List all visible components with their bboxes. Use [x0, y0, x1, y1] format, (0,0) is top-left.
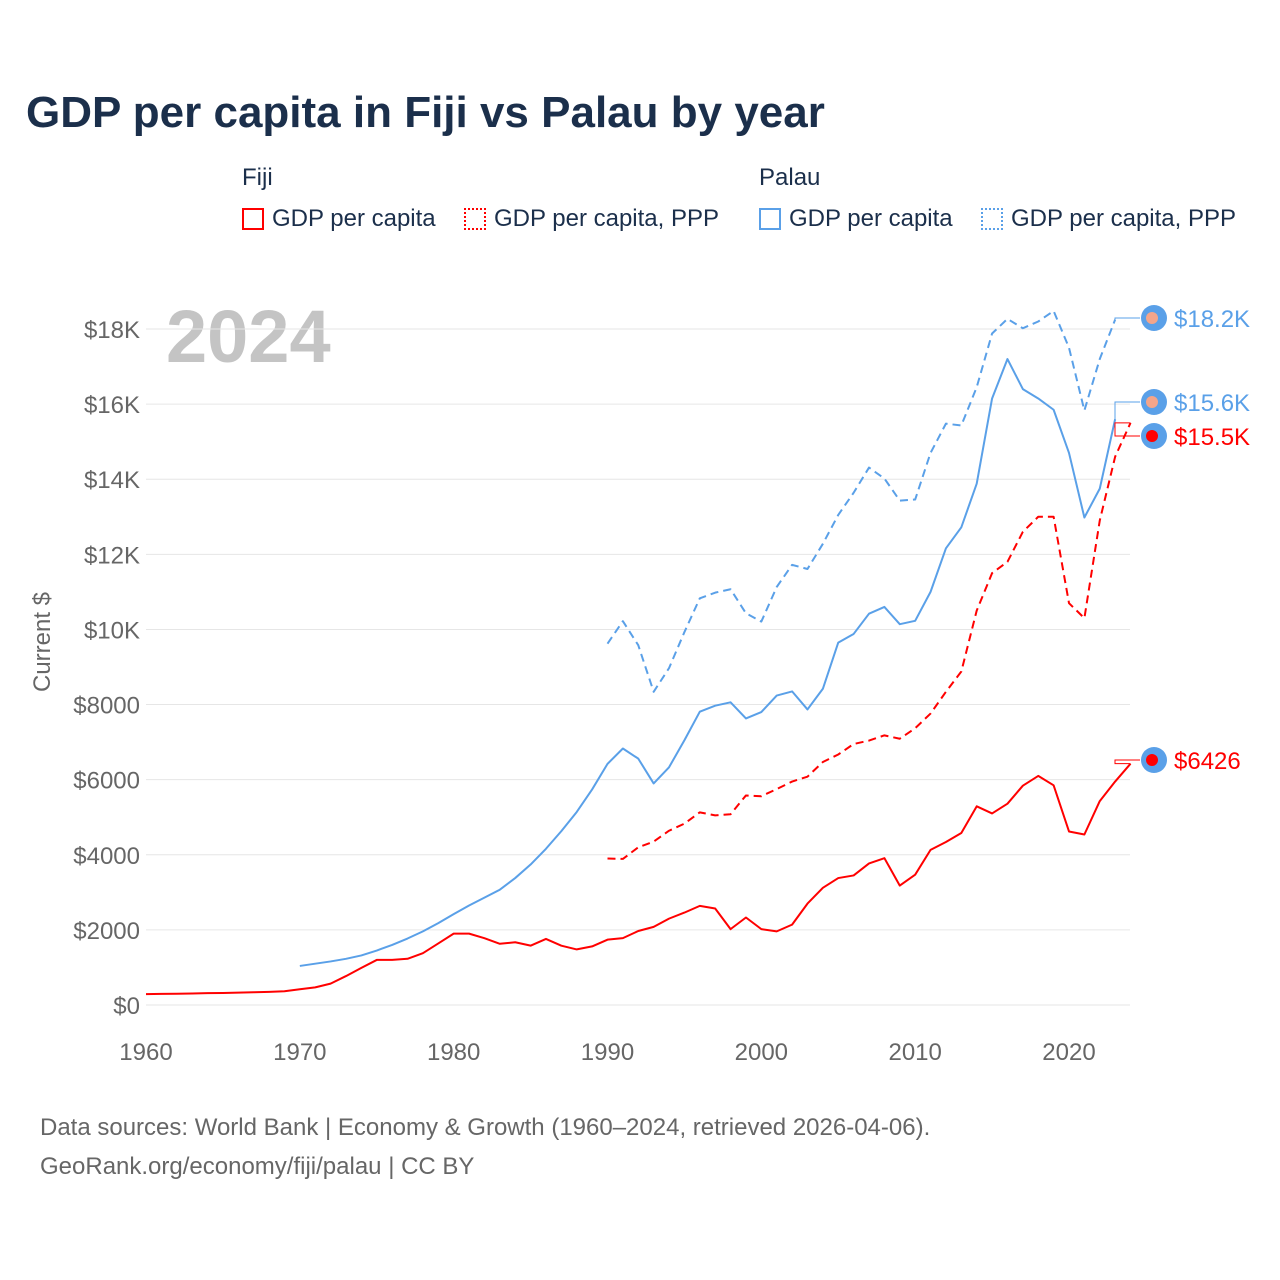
x-tick-label: 2020 [1042, 1039, 1095, 1066]
legend-label: GDP per capita [272, 205, 436, 232]
series-line-fiji-gdp-per-capita-ppp [607, 422, 1132, 860]
chart-title: GDP per capita in Fiji vs Palau by year [26, 88, 825, 137]
y-tick-label: $12K [84, 542, 140, 569]
legend-fiji-gdp[interactable]: GDP per capita [242, 205, 436, 233]
y-tick-label: $0 [113, 993, 140, 1020]
year-watermark: 2024 [166, 295, 331, 378]
x-tick-label: 1960 [119, 1039, 172, 1066]
x-tick-label: 2000 [735, 1039, 788, 1066]
source-note: Data sources: World Bank | Economy & Gro… [40, 1108, 930, 1186]
series-line-fiji-gdp-per-capita [145, 763, 1132, 996]
y-tick-label: $14K [84, 467, 140, 494]
end-value-label: $15.5K [1174, 424, 1250, 451]
y-tick-label: $6000 [73, 768, 140, 795]
series-line-palau-gdp-per-capita-ppp [606, 309, 1117, 693]
x-tick-label: 1990 [581, 1039, 634, 1066]
y-tick-label: $4000 [73, 843, 140, 870]
x-tick-label: 1980 [427, 1039, 480, 1066]
source-line-2[interactable]: GeoRank.org/economy/fiji/palau | CC BY [40, 1153, 475, 1180]
end-value-label: $15.6K [1174, 390, 1250, 417]
source-line-1: Data sources: World Bank | Economy & Gro… [40, 1114, 931, 1141]
end-marker-dot [1146, 430, 1158, 442]
y-axis-label: Current $ [29, 592, 56, 692]
legend-fiji-gdp-ppp[interactable]: GDP per capita, PPP [464, 205, 719, 233]
legend-swatch-dotted-red [464, 208, 486, 230]
y-tick-label: $16K [84, 392, 140, 419]
x-tick-label: 1970 [273, 1039, 326, 1066]
legend-group-palau: Palau [759, 164, 821, 191]
y-tick-label: $18K [84, 317, 140, 344]
legend-label: GDP per capita, PPP [494, 205, 719, 232]
legend-palau-gdp-ppp[interactable]: GDP per capita, PPP [981, 205, 1236, 233]
y-tick-label: $2000 [73, 918, 140, 945]
end-connector [1114, 422, 1140, 437]
legend-label: GDP per capita, PPP [1011, 205, 1236, 232]
y-tick-label: $10K [84, 617, 140, 644]
end-marker-dot [1146, 396, 1158, 408]
end-marker-dot [1146, 312, 1158, 324]
end-connector [1114, 401, 1140, 420]
end-connector [1114, 759, 1140, 765]
y-tick-label: $8000 [73, 693, 140, 720]
legend-swatch-solid-blue [759, 208, 781, 230]
legend-group-fiji: Fiji [242, 164, 273, 191]
legend-swatch-solid-red [242, 208, 264, 230]
x-tick-label: 2010 [888, 1039, 941, 1066]
series-line-palau-gdp-per-capita [299, 358, 1117, 967]
legend-label: GDP per capita [789, 205, 953, 232]
end-value-label: $18.2K [1174, 306, 1250, 333]
legend-palau-gdp[interactable]: GDP per capita [759, 205, 953, 233]
end-connector [1114, 317, 1140, 321]
end-value-label: $6426 [1174, 748, 1241, 775]
end-marker-dot [1146, 754, 1158, 766]
legend-swatch-dotted-blue [981, 208, 1003, 230]
